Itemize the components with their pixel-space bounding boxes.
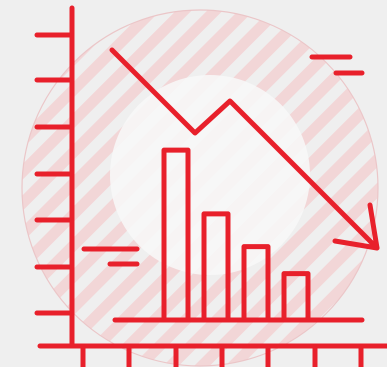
bar-1	[161, 147, 191, 323]
bar-group	[161, 147, 311, 323]
bar-3	[241, 244, 271, 323]
trend-arrow-head	[332, 202, 380, 251]
x-axis-ticks	[80, 343, 364, 367]
trend-line	[109, 47, 380, 251]
outer-ring	[21, 9, 379, 367]
y-axis-ticks	[34, 32, 75, 316]
center-halo	[110, 75, 310, 275]
bar-4	[281, 271, 311, 323]
dash-marks	[81, 54, 365, 267]
bar-2	[201, 211, 231, 323]
